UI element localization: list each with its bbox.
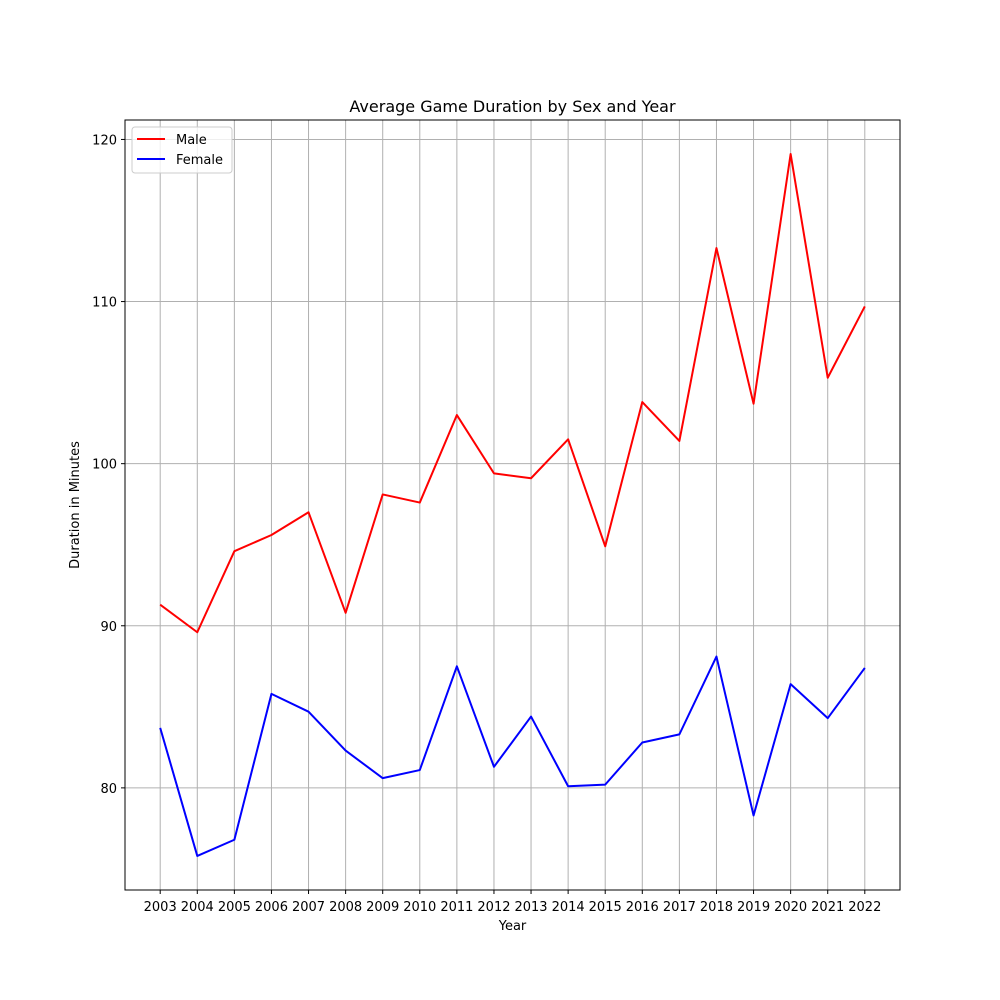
x-axis-ticks: 2003 2004 2005 2006 2007 2008 2009 2010 2011 2012… <box>144 890 881 915</box>
chart-title: Average Game Duration by Sex and Year <box>349 97 676 116</box>
x-tick-label: 2006 <box>255 900 288 915</box>
plot-frame <box>124 119 901 891</box>
y-tick-label: 100 <box>92 458 117 473</box>
y-tick-label: 80 <box>100 782 117 797</box>
x-tick-label: 2021 <box>811 900 844 915</box>
x-tick-label: 2019 <box>737 900 770 915</box>
y-axis-ticks: 80 90 100 110 120 <box>92 133 125 797</box>
x-tick-label: 2008 <box>329 900 362 915</box>
x-tick-label: 2016 <box>626 900 659 915</box>
x-tick-label: 2017 <box>663 900 696 915</box>
x-tick-label: 2010 <box>403 900 436 915</box>
x-axis-label: Year <box>498 919 527 934</box>
x-tick-label: 2020 <box>774 900 807 915</box>
x-tick-label: 2012 <box>477 900 510 915</box>
x-tick-label: 2022 <box>848 900 881 915</box>
grid <box>125 120 900 890</box>
x-tick-label: 2014 <box>552 900 585 915</box>
x-tick-label: 2004 <box>181 900 214 915</box>
y-tick-label: 110 <box>92 296 117 311</box>
x-tick-label: 2018 <box>700 900 733 915</box>
x-tick-label: 2003 <box>144 900 177 915</box>
series-lines <box>159 153 866 857</box>
legend: Male Female <box>131 126 233 174</box>
x-tick-label: 2015 <box>589 900 622 915</box>
legend-label-male: Male <box>176 133 207 148</box>
series-line-male <box>159 153 866 634</box>
y-axis-label: Duration in Minutes <box>68 441 83 569</box>
y-tick-label: 90 <box>100 620 117 635</box>
x-tick-label: 2009 <box>366 900 399 915</box>
legend-label-female: Female <box>176 153 223 168</box>
x-tick-label: 2007 <box>292 900 325 915</box>
x-tick-label: 2011 <box>440 900 473 915</box>
series-line-female <box>159 655 866 857</box>
y-tick-label: 120 <box>92 133 117 148</box>
x-tick-label: 2013 <box>514 900 547 915</box>
x-tick-label: 2005 <box>218 900 251 915</box>
